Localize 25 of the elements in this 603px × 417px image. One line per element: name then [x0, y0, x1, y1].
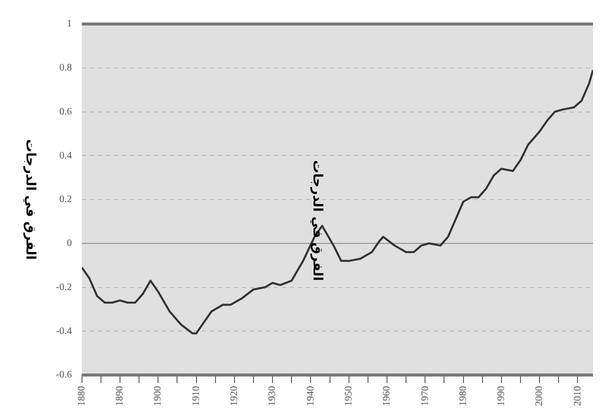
y-tick-label: 0.8 [59, 62, 72, 74]
x-tick-label: 1960 [382, 386, 393, 406]
y-tick-label: 1 [66, 18, 72, 30]
x-tick-label: 1930 [267, 386, 278, 406]
x-tick-label: 2010 [572, 386, 584, 406]
y-tick-label: 0 [66, 238, 72, 249]
x-tick-label: 1920 [229, 386, 240, 406]
y-tick-label: -0.2 [56, 282, 72, 293]
y-tick-label: 0.6 [59, 106, 72, 118]
x-tick-label: 1970 [420, 386, 431, 406]
x-tick-label: 2000 [534, 386, 546, 406]
x-tick-label: 1940 [305, 386, 316, 406]
x-tick-label: 1910 [190, 386, 202, 406]
annotation: الفرق في الدرجات [310, 160, 325, 281]
x-tick-label: 1950 [343, 386, 354, 406]
y-tick-label: 0.4 [59, 150, 72, 162]
x-tick-label: 1980 [458, 386, 469, 406]
y-axis-title: الفرق في الدرجات [22, 139, 38, 260]
y-tick-label: -0.4 [56, 326, 72, 337]
x-tick-label: 1890 [114, 386, 126, 406]
y-tick-label: 0.2 [59, 194, 72, 206]
x-tick-label: 1990 [496, 386, 508, 406]
x-tick-label: 1880 [76, 386, 88, 406]
x-tick-label: 1900 [152, 386, 164, 406]
y-tick-label: -0.6 [56, 370, 72, 381]
